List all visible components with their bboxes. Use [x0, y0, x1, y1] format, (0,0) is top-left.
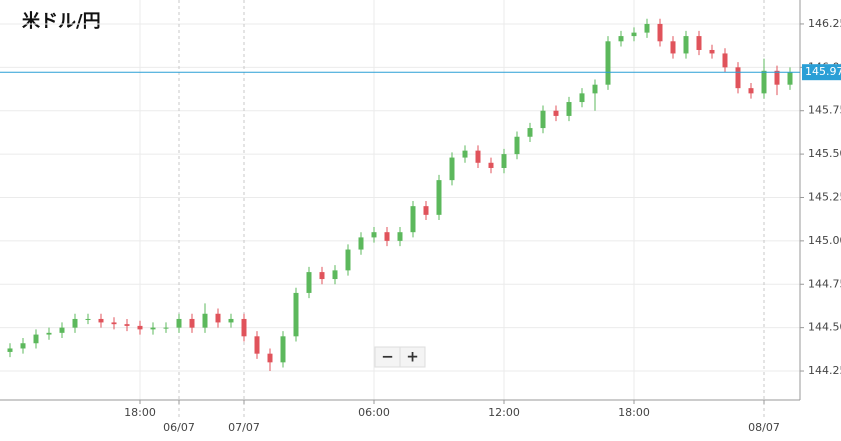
- candle-body: [241, 318, 247, 337]
- candle-body: [254, 336, 260, 354]
- candle-body: [462, 150, 468, 158]
- candle-body: [33, 334, 39, 344]
- x-date-label: 08/07: [748, 421, 780, 434]
- y-tick-label: 146.250: [808, 17, 841, 30]
- candle-body: [20, 343, 26, 349]
- candle-body: [501, 154, 507, 168]
- x-tick-label: 06:00: [358, 406, 390, 419]
- candle-body: [267, 353, 273, 363]
- candle-body: [696, 36, 702, 50]
- candle-body: [618, 36, 624, 42]
- candle-body: [631, 32, 637, 37]
- x-tick-label: 18:00: [124, 406, 156, 419]
- candle-body: [345, 249, 351, 271]
- y-tick-label: 144.250: [808, 364, 841, 377]
- candle-body: [722, 53, 728, 68]
- candle-body: [384, 232, 390, 241]
- zoom-button-label: +: [406, 348, 419, 366]
- candle-body: [748, 88, 754, 94]
- y-tick-label: 145.000: [808, 234, 841, 247]
- candle-body: [540, 110, 546, 129]
- candle-body: [605, 41, 611, 85]
- x-date-label: 06/07: [163, 421, 195, 434]
- last-price-box: [802, 64, 841, 81]
- candle-body: [358, 237, 364, 250]
- candle-body: [7, 348, 13, 352]
- candle-body: [202, 313, 208, 328]
- zoom-button[interactable]: −: [374, 346, 401, 368]
- candle-body: [124, 324, 130, 326]
- candle-body: [735, 67, 741, 89]
- candle-body: [306, 272, 312, 293]
- candle-body: [774, 70, 780, 85]
- candle-body: [319, 272, 325, 280]
- zoom-button-label: −: [381, 348, 394, 366]
- candle-body: [189, 318, 195, 328]
- candle-body: [59, 327, 65, 333]
- candle-body: [787, 72, 793, 85]
- candle-body: [371, 232, 377, 238]
- candle-body: [280, 336, 286, 363]
- candle-body: [85, 318, 91, 320]
- candle-body: [566, 102, 572, 116]
- candle-body: [72, 318, 78, 328]
- candle-body: [657, 23, 663, 42]
- candle-body: [150, 327, 156, 330]
- x-tick-label: 18:00: [618, 406, 650, 419]
- candle-body: [410, 206, 416, 233]
- candle-body: [553, 110, 559, 116]
- candle-body: [670, 41, 676, 54]
- candle-body: [423, 206, 429, 215]
- candle-body: [397, 232, 403, 241]
- candle-body: [761, 70, 767, 94]
- candle-body: [332, 270, 338, 280]
- chart-title: 米ドル/円: [22, 10, 101, 32]
- candle-body: [488, 162, 494, 168]
- y-tick-label: 144.500: [808, 321, 841, 334]
- candle-body: [709, 49, 715, 54]
- candle-body: [527, 128, 533, 137]
- candle-body: [215, 313, 221, 323]
- y-tick-label: 144.750: [808, 277, 841, 290]
- y-tick-label: 145.500: [808, 147, 841, 160]
- candle-body: [111, 322, 117, 325]
- x-date-label: 07/07: [228, 421, 260, 434]
- candle-body: [228, 318, 234, 323]
- candle-body: [579, 93, 585, 103]
- zoom-controls: − +: [374, 346, 426, 368]
- y-tick-label: 145.750: [808, 104, 841, 117]
- candle-body: [514, 136, 520, 155]
- candle-body: [436, 180, 442, 215]
- zoom-button[interactable]: +: [399, 346, 426, 368]
- candle-body: [46, 332, 52, 335]
- candle-body: [163, 327, 169, 329]
- candle-body: [176, 318, 182, 328]
- candle-body: [683, 36, 689, 54]
- candle-body: [98, 318, 104, 323]
- y-tick-label: 145.250: [808, 190, 841, 203]
- last-price-label: 145.972: [805, 65, 841, 78]
- candle-body: [449, 157, 455, 181]
- candle-body: [475, 150, 481, 163]
- x-tick-label: 12:00: [488, 406, 520, 419]
- candle-body: [137, 325, 143, 330]
- zoom-button-bg: [399, 346, 426, 368]
- candle-body: [293, 292, 299, 337]
- candle-body: [592, 84, 598, 94]
- candle-body: [644, 23, 650, 33]
